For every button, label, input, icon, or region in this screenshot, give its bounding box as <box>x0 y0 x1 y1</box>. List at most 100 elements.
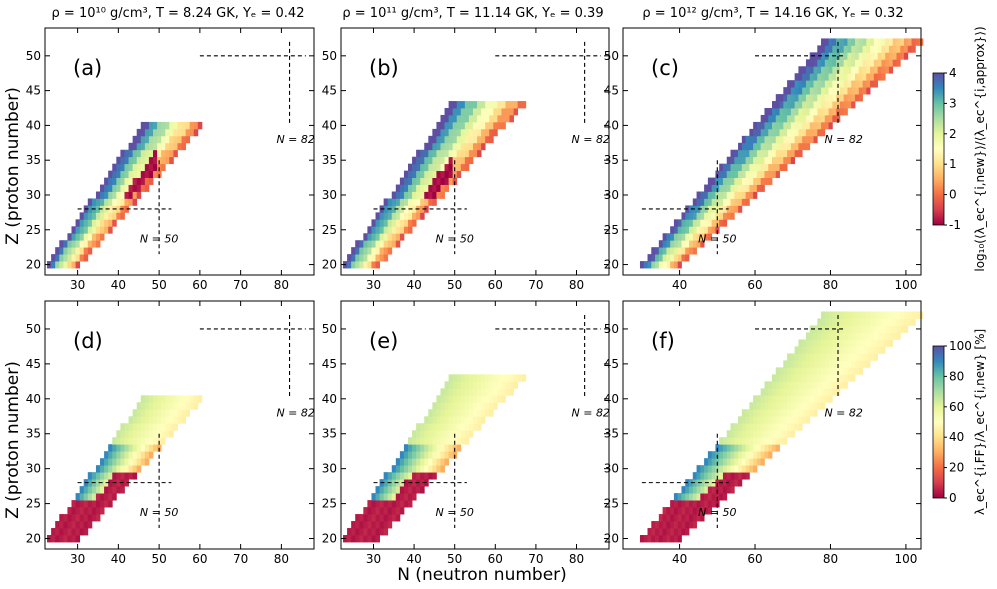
heatmap-cell <box>817 388 822 396</box>
heatmap-cell <box>828 311 833 319</box>
heatmap-cell <box>177 402 182 410</box>
heatmap-cell <box>403 198 409 206</box>
heatmap-cell <box>367 500 372 508</box>
heatmap-cell <box>104 486 109 494</box>
heatmap-cell <box>681 500 686 508</box>
heatmap-cell <box>704 486 709 494</box>
heatmap-cell <box>468 423 474 431</box>
heatmap-cell <box>116 205 121 213</box>
heatmap-cell <box>460 163 466 172</box>
heatmap-cell <box>436 451 441 459</box>
heatmap-cell <box>157 142 162 151</box>
heatmap-cell <box>132 191 138 199</box>
heatmap-cell <box>805 87 811 95</box>
heatmap-cell <box>87 219 93 227</box>
heatmap-cell <box>456 128 462 137</box>
heatmap-cell <box>112 212 117 220</box>
heatmap-cell <box>403 451 409 459</box>
heatmap-cell <box>915 38 920 46</box>
heatmap-cell <box>161 416 166 424</box>
heatmap-cell <box>456 395 462 403</box>
heatmap-cell <box>673 500 679 508</box>
x-tick-label: 40 <box>406 278 421 292</box>
heatmap-cell <box>677 247 682 255</box>
heatmap-cell <box>399 191 405 199</box>
heatmap-cell <box>719 486 724 494</box>
heatmap-cell <box>444 177 450 185</box>
heatmap-cell <box>707 458 713 466</box>
heatmap-cell <box>813 121 818 130</box>
heatmap-cell <box>128 170 134 178</box>
heatmap-cell <box>726 430 731 438</box>
heatmap-cell <box>651 247 656 255</box>
heatmap-cell <box>87 514 93 522</box>
heatmap-cell <box>485 114 490 123</box>
heatmap-cell <box>753 402 758 410</box>
heatmap-cell <box>501 381 506 389</box>
heatmap-cell <box>403 493 409 501</box>
heatmap-cell <box>428 409 433 417</box>
heatmap-cell <box>79 226 85 234</box>
heatmap-cell <box>416 451 421 459</box>
heatmap-cell <box>379 212 385 220</box>
heatmap-cell <box>95 493 101 501</box>
y-tick-label: 30 <box>604 462 619 476</box>
heatmap-cell <box>756 149 762 158</box>
heatmap-cell <box>689 521 694 529</box>
heatmap-cell <box>851 374 856 382</box>
heatmap-cell <box>181 142 187 151</box>
heatmap-cell <box>440 395 445 403</box>
heatmap-cell <box>760 114 765 123</box>
heatmap-cell <box>692 212 697 220</box>
heatmap-cell <box>847 38 852 46</box>
heatmap-cell <box>866 353 871 361</box>
heatmap-cell <box>379 500 385 508</box>
heatmap-cell <box>677 514 682 522</box>
heatmap-cell <box>700 514 705 522</box>
heatmap-cell <box>481 395 486 403</box>
heatmap-cell <box>493 402 498 410</box>
heatmap-cell <box>692 240 697 248</box>
heatmap-cell <box>658 240 664 248</box>
heatmap-cell <box>760 163 765 172</box>
heatmap-cell <box>673 247 679 255</box>
heatmap-cell <box>408 500 413 508</box>
heatmap-cell <box>412 486 417 494</box>
heatmap-cell <box>403 500 409 508</box>
heatmap-cell <box>420 472 425 480</box>
x-tick-label: 60 <box>488 278 503 292</box>
heatmap-cell <box>734 184 739 192</box>
heatmap-cell <box>485 395 490 403</box>
heatmap-cell <box>424 423 429 431</box>
heatmap-cell <box>403 479 409 487</box>
heatmap-cell <box>359 254 364 262</box>
heatmap-cell <box>481 114 486 123</box>
heatmap-cell <box>877 318 882 326</box>
heatmap-cell <box>177 128 182 137</box>
heatmap-cell <box>161 437 166 445</box>
heatmap-cell <box>745 472 750 480</box>
panel-frame <box>622 300 922 550</box>
heatmap-cell <box>144 402 150 410</box>
heatmap-cell <box>387 521 393 529</box>
heatmap-cell <box>866 332 871 340</box>
heatmap-cell <box>843 346 848 354</box>
heatmap-cell <box>881 52 886 60</box>
heatmap-cell <box>87 240 93 248</box>
heatmap-cell <box>692 226 697 234</box>
heatmap-cell <box>873 59 879 67</box>
heatmap-cell <box>420 156 425 165</box>
heatmap-cell <box>444 402 450 410</box>
heatmap-cell <box>513 108 519 116</box>
heatmap-cell <box>772 395 777 403</box>
heatmap-cell <box>760 156 765 165</box>
heatmap-cell <box>832 45 837 53</box>
heatmap-cell <box>779 367 784 375</box>
heatmap-cell <box>681 528 686 536</box>
heatmap-cell <box>379 254 385 262</box>
heatmap-cell <box>813 135 818 144</box>
heatmap-cell <box>790 149 796 158</box>
heatmap-cell <box>730 170 735 178</box>
heatmap-cell <box>403 184 409 192</box>
heatmap-cell <box>854 73 860 81</box>
